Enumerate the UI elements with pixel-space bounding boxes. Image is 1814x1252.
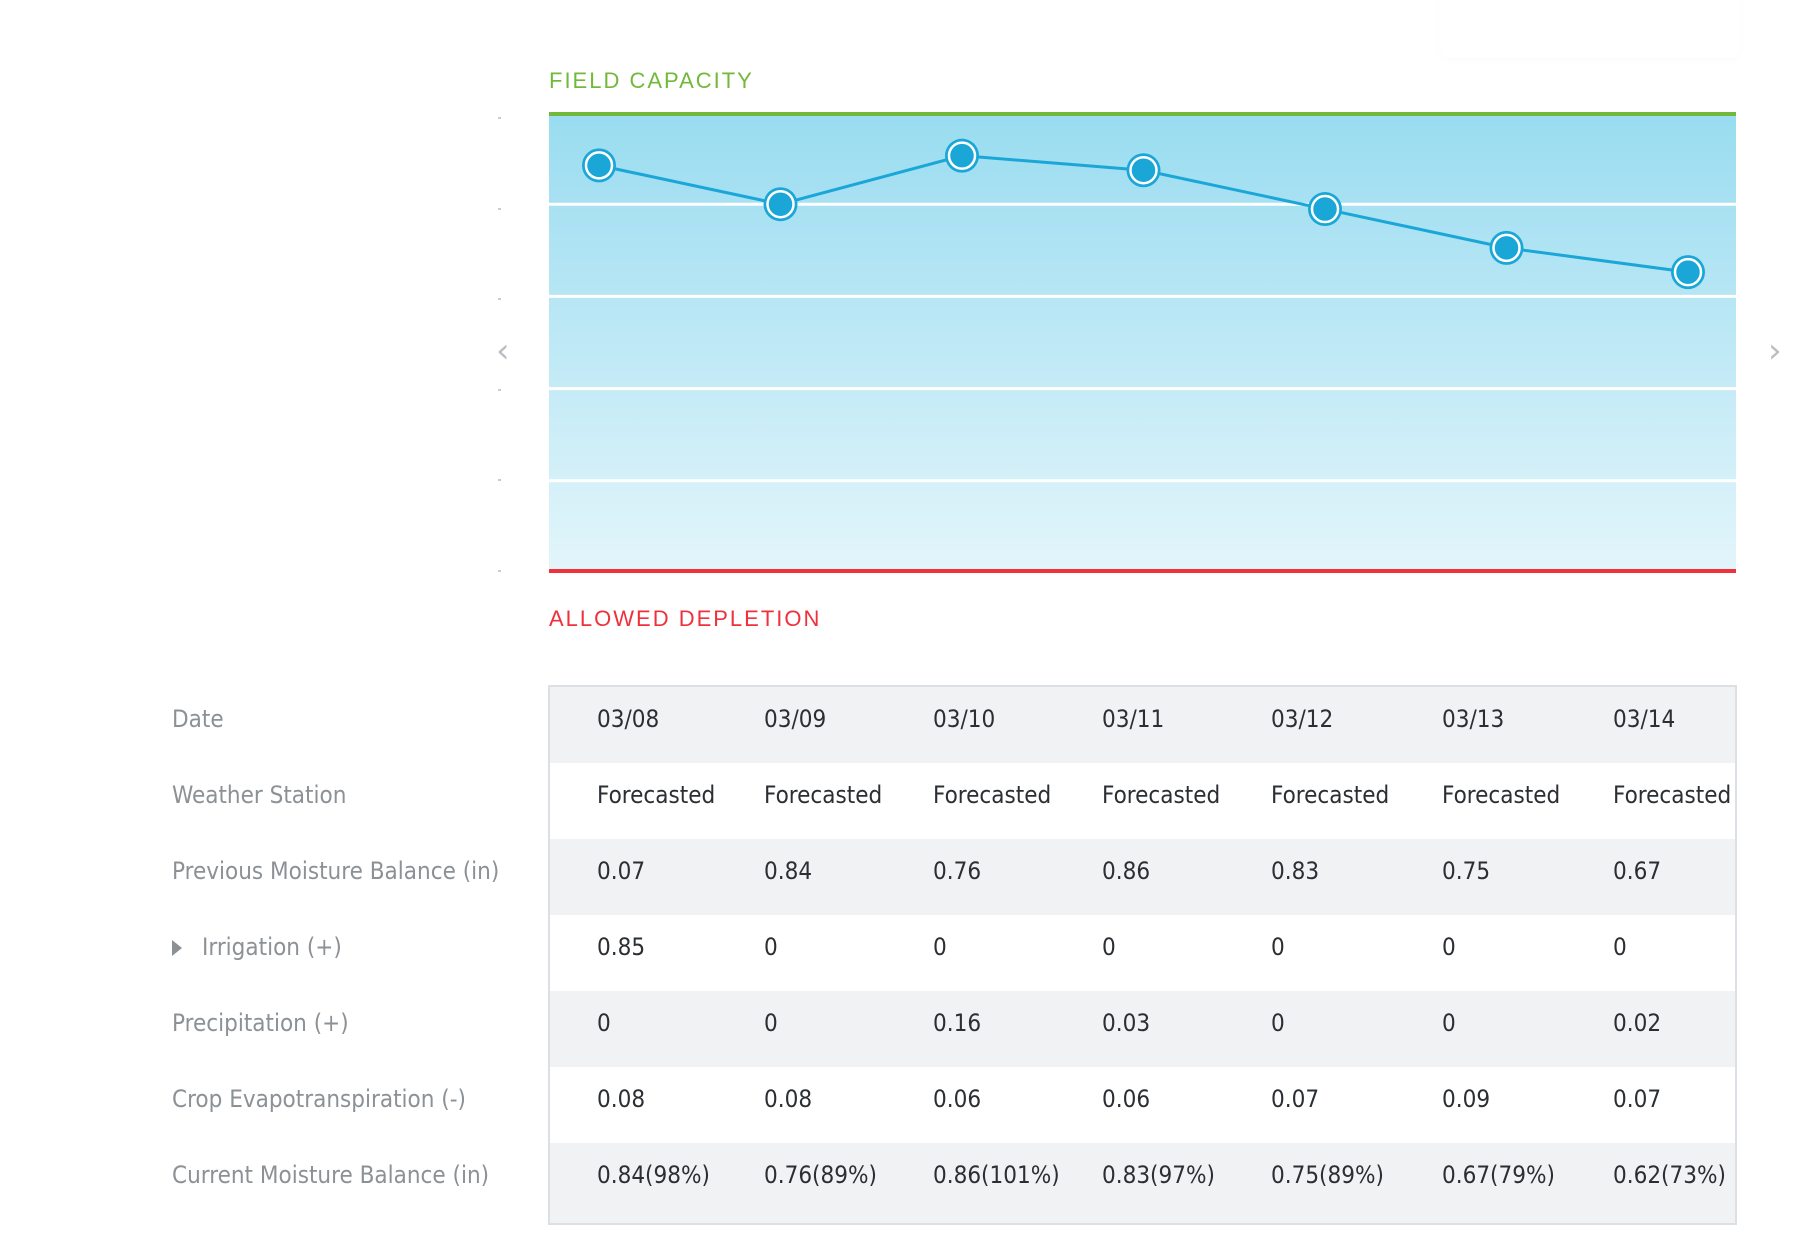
table-cell: 0.83 [1271, 857, 1320, 885]
table-cell: Forecasted [597, 781, 716, 809]
table-cell: 0.75 [1442, 857, 1491, 885]
table-cell: 0.76(89%) [764, 1161, 877, 1189]
triangle-right-icon[interactable] [172, 940, 182, 956]
table-cell: 0 [1271, 1009, 1285, 1037]
table-cell: 0 [1271, 933, 1285, 961]
table-cell: 03/10 [933, 705, 996, 733]
axis-tick [498, 389, 501, 391]
table-cell: 0.08 [597, 1085, 646, 1113]
axis-tick [498, 298, 501, 300]
table-cell: 03/11 [1102, 705, 1165, 733]
row-label-0: Date [172, 705, 224, 733]
table-cell: 0.08 [764, 1085, 813, 1113]
table-cell: Forecasted [1613, 781, 1732, 809]
data-table [548, 685, 1737, 1225]
table-cell: 03/12 [1271, 705, 1334, 733]
table-cell: 0.84(98%) [597, 1161, 710, 1189]
row-label-text: Previous Moisture Balance (in) [172, 857, 500, 885]
table-cell: 03/09 [764, 705, 827, 733]
table-cell: 0.07 [597, 857, 646, 885]
data-point-ring [766, 189, 795, 219]
table-cell: 03/08 [597, 705, 660, 733]
row-label-text: Weather Station [172, 781, 347, 809]
table-cell: 03/13 [1442, 705, 1505, 733]
table-cell: 0.62(73%) [1613, 1161, 1726, 1189]
field-capacity-label: FIELD CAPACITY [549, 68, 754, 93]
table-cell: 0 [1613, 933, 1627, 961]
row-label-1: Weather Station [172, 781, 346, 809]
data-point-ring [1492, 233, 1521, 263]
table-cell: 0.83(97%) [1102, 1161, 1215, 1189]
table-row-bg-precip [550, 991, 1735, 1067]
table-cell: 0.02 [1613, 1009, 1662, 1037]
moisture-series [582, 138, 1705, 290]
chart-band-area [549, 112, 1736, 573]
data-point-ring [947, 141, 977, 170]
table-cell: 0.06 [933, 1085, 982, 1113]
data-point-ring [1673, 257, 1703, 287]
table-cell: 0.16 [933, 1009, 982, 1037]
chevron-left-icon[interactable]: ‹ [496, 331, 510, 371]
table-cell: Forecasted [1442, 781, 1561, 809]
table-cell: 0.67(79%) [1442, 1161, 1555, 1189]
table-cell: 0.86 [1102, 857, 1151, 885]
table-cell: 03/14 [1613, 705, 1676, 733]
table-row-bg-prev [550, 839, 1735, 915]
table-cell: 0 [597, 1009, 611, 1037]
table-cell: 0 [1442, 933, 1456, 961]
table-cell: 0.84 [764, 857, 813, 885]
table-cell: Forecasted [1271, 781, 1390, 809]
chart-gridlines [549, 202, 1736, 483]
moisture-chart [549, 112, 1736, 573]
table-cell: 0 [1102, 933, 1116, 961]
table-cell: Forecasted [764, 781, 883, 809]
table-cell: 0.86(101%) [933, 1161, 1060, 1189]
data-point-ring [584, 151, 614, 180]
table-cell: 0.07 [1613, 1085, 1662, 1113]
row-label-5: Crop Evapotranspiration (-) [172, 1085, 466, 1113]
axis-tick [498, 570, 501, 572]
quick-run-button-shadow [1440, 0, 1740, 58]
table-cell: 0 [764, 1009, 778, 1037]
row-label-3[interactable]: Irrigation (+) [172, 933, 342, 961]
row-label-text: Crop Evapotranspiration (-) [172, 1085, 466, 1113]
chevron-right-icon[interactable]: › [1768, 331, 1782, 371]
table-cell: 0.85 [597, 933, 646, 961]
axis-tick [498, 117, 501, 119]
table-row-bg-current [550, 1143, 1735, 1223]
table-cell: 0 [764, 933, 778, 961]
row-label-text: Irrigation (+) [202, 933, 342, 961]
table-cell: 0.75(89%) [1271, 1161, 1384, 1189]
row-label-text: Precipitation (+) [172, 1009, 349, 1037]
data-point-ring [1310, 194, 1340, 224]
table-cell: 0.76 [933, 857, 982, 885]
table-cell: 0.03 [1102, 1009, 1151, 1037]
table-row-bg-date [550, 687, 1735, 763]
row-label-4: Precipitation (+) [172, 1009, 349, 1037]
data-point-ring [1129, 155, 1158, 185]
row-label-text: Date [172, 705, 224, 733]
table-cell: 0.67 [1613, 857, 1662, 885]
table-cell: 0.06 [1102, 1085, 1151, 1113]
axis-tick [498, 208, 501, 210]
allowed-depletion-label: ALLOWED DEPLETION [549, 606, 822, 631]
table-cell: 0.09 [1442, 1085, 1491, 1113]
row-label-2: Previous Moisture Balance (in) [172, 857, 499, 885]
table-cell: Forecasted [933, 781, 1052, 809]
moisture-chart-svg [549, 112, 1736, 573]
table-cell: 0 [1442, 1009, 1456, 1037]
table-cell: Forecasted [1102, 781, 1221, 809]
row-label-text: Current Moisture Balance (in) [172, 1161, 490, 1189]
table-cell: 0 [933, 933, 947, 961]
row-label-6: Current Moisture Balance (in) [172, 1161, 489, 1189]
axis-tick [498, 479, 501, 481]
table-cell: 0.07 [1271, 1085, 1320, 1113]
